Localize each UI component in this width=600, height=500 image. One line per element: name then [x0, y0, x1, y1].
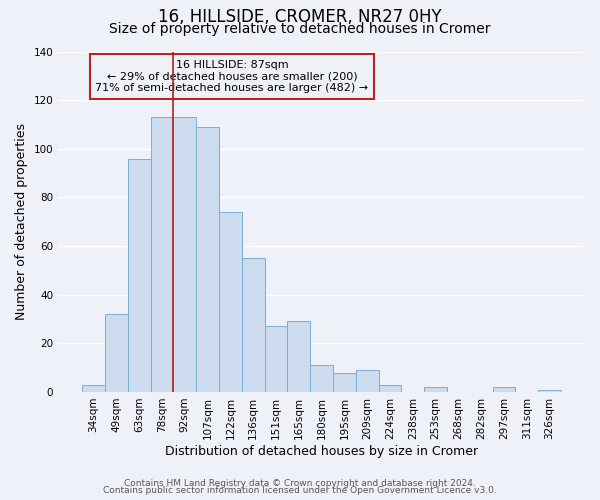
Bar — [310, 365, 333, 392]
Bar — [356, 370, 379, 392]
Bar — [128, 158, 151, 392]
Bar — [219, 212, 242, 392]
Bar — [493, 387, 515, 392]
Bar — [173, 117, 196, 392]
Text: 16, HILLSIDE, CROMER, NR27 0HY: 16, HILLSIDE, CROMER, NR27 0HY — [158, 8, 442, 26]
Text: 16 HILLSIDE: 87sqm
← 29% of detached houses are smaller (200)
71% of semi-detach: 16 HILLSIDE: 87sqm ← 29% of detached hou… — [95, 60, 368, 93]
X-axis label: Distribution of detached houses by size in Cromer: Distribution of detached houses by size … — [165, 444, 478, 458]
Bar — [82, 384, 105, 392]
Bar — [265, 326, 287, 392]
Bar — [379, 384, 401, 392]
Bar — [287, 322, 310, 392]
Bar — [105, 314, 128, 392]
Text: Size of property relative to detached houses in Cromer: Size of property relative to detached ho… — [109, 22, 491, 36]
Bar — [538, 390, 561, 392]
Bar — [151, 117, 173, 392]
Bar — [333, 372, 356, 392]
Bar — [242, 258, 265, 392]
Y-axis label: Number of detached properties: Number of detached properties — [15, 123, 28, 320]
Bar — [196, 127, 219, 392]
Text: Contains public sector information licensed under the Open Government Licence v3: Contains public sector information licen… — [103, 486, 497, 495]
Text: Contains HM Land Registry data © Crown copyright and database right 2024.: Contains HM Land Registry data © Crown c… — [124, 478, 476, 488]
Bar — [424, 387, 447, 392]
